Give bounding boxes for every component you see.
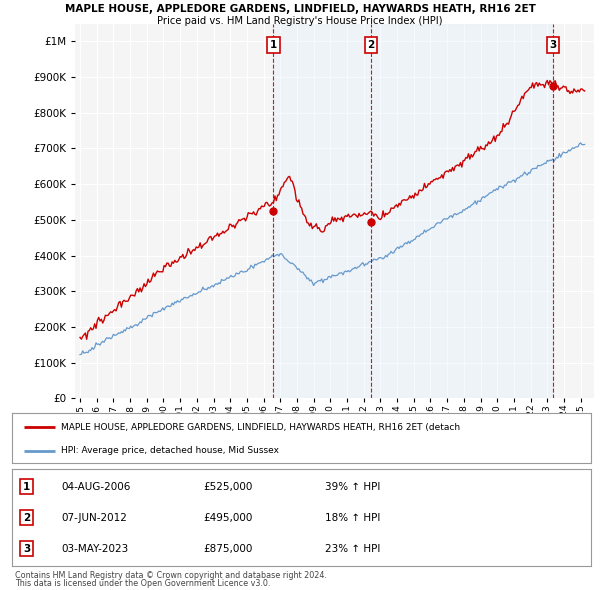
Text: 04-AUG-2006: 04-AUG-2006 — [61, 481, 131, 491]
Text: £525,000: £525,000 — [203, 481, 253, 491]
Text: 03-MAY-2023: 03-MAY-2023 — [61, 544, 128, 554]
Text: £875,000: £875,000 — [203, 544, 253, 554]
Text: 1: 1 — [23, 481, 30, 491]
Text: 18% ↑ HPI: 18% ↑ HPI — [325, 513, 380, 523]
Text: This data is licensed under the Open Government Licence v3.0.: This data is licensed under the Open Gov… — [15, 579, 271, 588]
Text: Contains HM Land Registry data © Crown copyright and database right 2024.: Contains HM Land Registry data © Crown c… — [15, 571, 327, 579]
Text: 2: 2 — [367, 40, 374, 50]
Text: 07-JUN-2012: 07-JUN-2012 — [61, 513, 127, 523]
Text: MAPLE HOUSE, APPLEDORE GARDENS, LINDFIELD, HAYWARDS HEATH, RH16 2ET (detach: MAPLE HOUSE, APPLEDORE GARDENS, LINDFIEL… — [61, 422, 460, 431]
Text: £495,000: £495,000 — [203, 513, 253, 523]
Bar — [274, 24, 553, 398]
Text: 1: 1 — [270, 40, 277, 50]
Text: 23% ↑ HPI: 23% ↑ HPI — [325, 544, 380, 554]
Text: MAPLE HOUSE, APPLEDORE GARDENS, LINDFIELD, HAYWARDS HEATH, RH16 2ET: MAPLE HOUSE, APPLEDORE GARDENS, LINDFIEL… — [65, 4, 535, 14]
Text: 3: 3 — [23, 544, 30, 554]
Text: 39% ↑ HPI: 39% ↑ HPI — [325, 481, 380, 491]
Text: Price paid vs. HM Land Registry's House Price Index (HPI): Price paid vs. HM Land Registry's House … — [157, 16, 443, 26]
Text: 3: 3 — [549, 40, 556, 50]
Text: HPI: Average price, detached house, Mid Sussex: HPI: Average price, detached house, Mid … — [61, 446, 279, 455]
Text: 2: 2 — [23, 513, 30, 523]
